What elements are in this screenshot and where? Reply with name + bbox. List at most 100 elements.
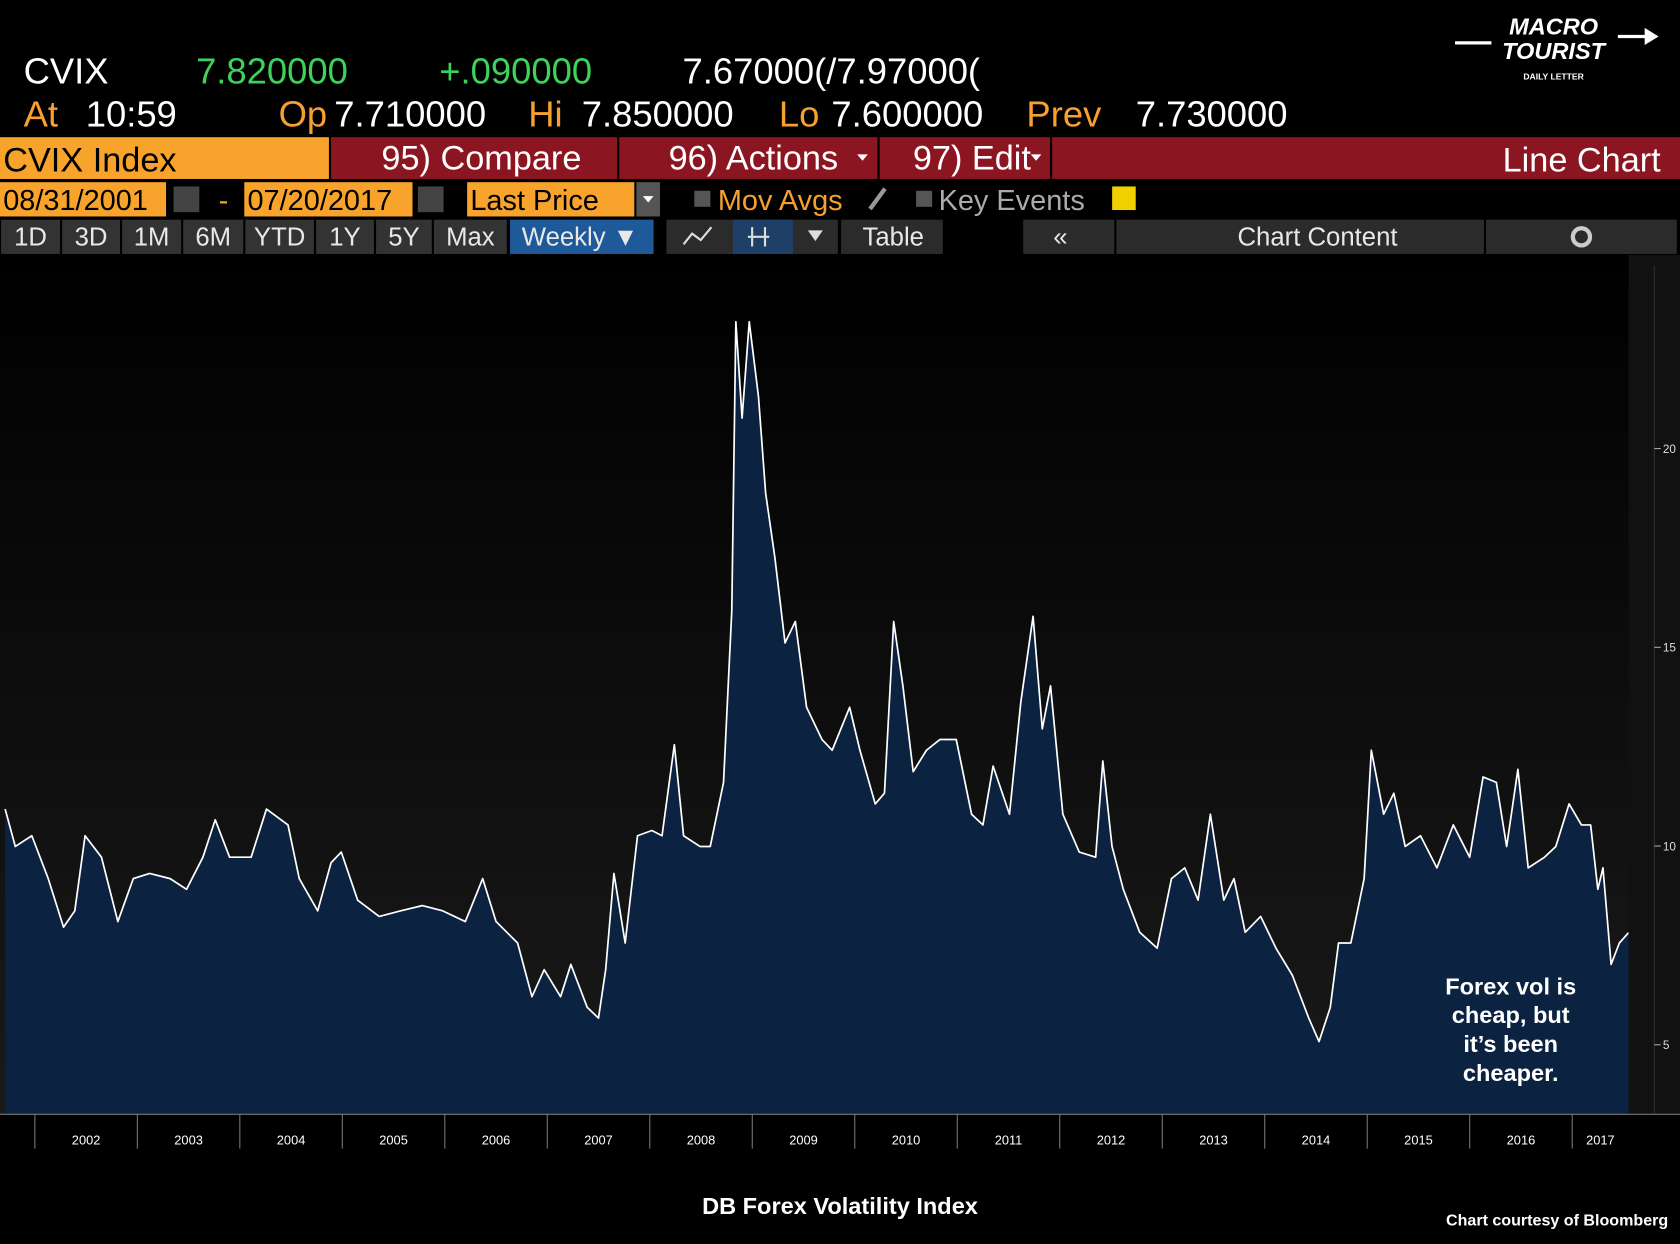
period-label[interactable]: 1M bbox=[134, 223, 170, 251]
annotation: cheap, but bbox=[1452, 1002, 1570, 1028]
x-tick-label: 2013 bbox=[1199, 1132, 1228, 1147]
chart-content-button[interactable] bbox=[1116, 219, 1484, 254]
period-label[interactable]: 3D bbox=[75, 223, 108, 251]
line-icon bbox=[682, 226, 713, 245]
x-tick-label: 2007 bbox=[584, 1132, 613, 1147]
start-date-box[interactable] bbox=[0, 182, 167, 217]
period-button[interactable] bbox=[1, 219, 60, 254]
x-tick-label: 2006 bbox=[482, 1132, 511, 1147]
ticker: CVIX bbox=[24, 51, 109, 92]
y-tick-label: 15 bbox=[1663, 642, 1677, 655]
logo-tagline: DAILY LETTER bbox=[1523, 71, 1584, 81]
logo-text: TOURIST bbox=[1502, 38, 1608, 64]
x-tick-label: 2015 bbox=[1404, 1132, 1433, 1147]
key-events[interactable]: Key Events bbox=[939, 185, 1085, 217]
end-date[interactable]: 07/20/2017 bbox=[247, 185, 392, 217]
x-tick-label: 2004 bbox=[277, 1132, 306, 1147]
area bbox=[5, 321, 1629, 1115]
x-tick-label: 2010 bbox=[892, 1132, 921, 1147]
view-name: Line Chart bbox=[1503, 141, 1662, 179]
period-label[interactable]: 1Y bbox=[329, 223, 360, 251]
line bbox=[4, 320, 1630, 1043]
bid-ask: 7.67000(/7.97000( bbox=[683, 51, 981, 92]
actions-menu[interactable]: 96) Actions bbox=[669, 139, 839, 177]
x-tick-label: 2017 bbox=[1586, 1132, 1615, 1147]
logo-arrowhead bbox=[1644, 27, 1659, 46]
dropdown-arrow bbox=[642, 196, 654, 203]
period-label[interactable]: 5Y bbox=[388, 223, 419, 251]
frequency-button[interactable] bbox=[510, 219, 654, 254]
x-tick-label: 2009 bbox=[789, 1132, 818, 1147]
mov-avgs[interactable]: Mov Avgs bbox=[718, 185, 843, 217]
calendar-button[interactable] bbox=[417, 186, 444, 213]
change: +.090000 bbox=[439, 51, 592, 92]
end-date-box[interactable] bbox=[244, 182, 413, 217]
period-button[interactable] bbox=[183, 219, 244, 254]
calendar-button[interactable] bbox=[173, 186, 200, 213]
time: 10:59 bbox=[86, 93, 177, 134]
checkbox[interactable] bbox=[916, 190, 933, 207]
checkbox[interactable] bbox=[694, 190, 711, 207]
period-label[interactable]: 1D bbox=[14, 223, 47, 251]
time-label: At bbox=[24, 93, 58, 134]
y-tick-label: 10 bbox=[1663, 840, 1677, 853]
prev: 7.730000 bbox=[1136, 93, 1288, 134]
period-button[interactable] bbox=[245, 219, 314, 254]
last-price: 7.820000 bbox=[196, 51, 348, 92]
period-button[interactable] bbox=[122, 219, 182, 254]
low: 7.600000 bbox=[831, 93, 983, 134]
logo: MACRO TOURIST DAILY LETTER bbox=[1455, 13, 1659, 81]
field-box[interactable] bbox=[467, 182, 635, 217]
table-button[interactable] bbox=[841, 219, 943, 254]
collapse-button[interactable] bbox=[1023, 219, 1115, 254]
annotation: it’s been bbox=[1463, 1031, 1558, 1057]
period-button[interactable] bbox=[376, 219, 432, 254]
compare-menu[interactable]: 95) Compare bbox=[381, 139, 581, 177]
low-label: Lo bbox=[779, 93, 819, 134]
prev-label: Prev bbox=[1026, 93, 1102, 134]
security[interactable]: CVIX Index bbox=[3, 141, 176, 179]
x-tick-label: 2008 bbox=[687, 1132, 716, 1147]
credit: Chart courtesy of Bloomberg bbox=[1446, 1212, 1668, 1230]
pencil-icon[interactable] bbox=[868, 187, 887, 211]
period-button[interactable] bbox=[62, 219, 120, 254]
period-label[interactable]: Max bbox=[446, 223, 495, 251]
info-icon[interactable] bbox=[1112, 186, 1136, 211]
collapse-icon[interactable]: « bbox=[1053, 223, 1067, 251]
x-tick-label: 2011 bbox=[995, 1132, 1023, 1147]
period-label[interactable]: YTD bbox=[254, 223, 305, 251]
period-button[interactable] bbox=[316, 219, 374, 254]
start-date[interactable]: 08/31/2001 bbox=[3, 185, 148, 217]
dropdown-arrow bbox=[1030, 154, 1042, 161]
settings-button[interactable] bbox=[1486, 219, 1677, 254]
x-tick-label: 2014 bbox=[1302, 1132, 1331, 1147]
chart-title: DB Forex Volatility Index bbox=[702, 1193, 978, 1219]
dropdown-arrow bbox=[857, 154, 868, 161]
x-tick-label: 2005 bbox=[379, 1132, 408, 1147]
high: 7.850000 bbox=[582, 93, 734, 134]
chart: 5 10 15 20 2002 2003 2004 2005 2006 2007 2008 2009 2… bbox=[0, 255, 1680, 1149]
security-box[interactable] bbox=[0, 137, 329, 179]
field[interactable]: Last Price bbox=[470, 185, 599, 217]
frequency[interactable]: Weekly ▼ bbox=[522, 223, 638, 251]
y-tick-label: 20 bbox=[1663, 443, 1677, 456]
settings-icon bbox=[1570, 226, 1593, 248]
high-label: Hi bbox=[528, 93, 562, 134]
period-button[interactable] bbox=[433, 219, 507, 254]
x-tick-label: 2016 bbox=[1507, 1132, 1536, 1147]
logo-text: MACRO bbox=[1509, 13, 1598, 39]
dropdown-arrow bbox=[807, 230, 823, 242]
period-buttons: 1D 3D 1M 6M YTD 1Y 5Y Max bbox=[1, 219, 507, 254]
y-tick-label: 5 bbox=[1663, 1039, 1670, 1052]
date-separator: - bbox=[219, 185, 229, 217]
period-label[interactable]: 6M bbox=[195, 223, 231, 251]
bar-icon bbox=[747, 227, 770, 247]
x-tick-label: 2002 bbox=[72, 1132, 101, 1147]
open: 7.710000 bbox=[334, 93, 486, 134]
edit-menu[interactable]: 97) Edit bbox=[913, 139, 1032, 177]
chart-content[interactable]: Chart Content bbox=[1238, 223, 1398, 251]
annotation: cheaper. bbox=[1463, 1060, 1559, 1086]
open-label: Op bbox=[279, 93, 328, 134]
table[interactable]: Table bbox=[863, 223, 924, 251]
